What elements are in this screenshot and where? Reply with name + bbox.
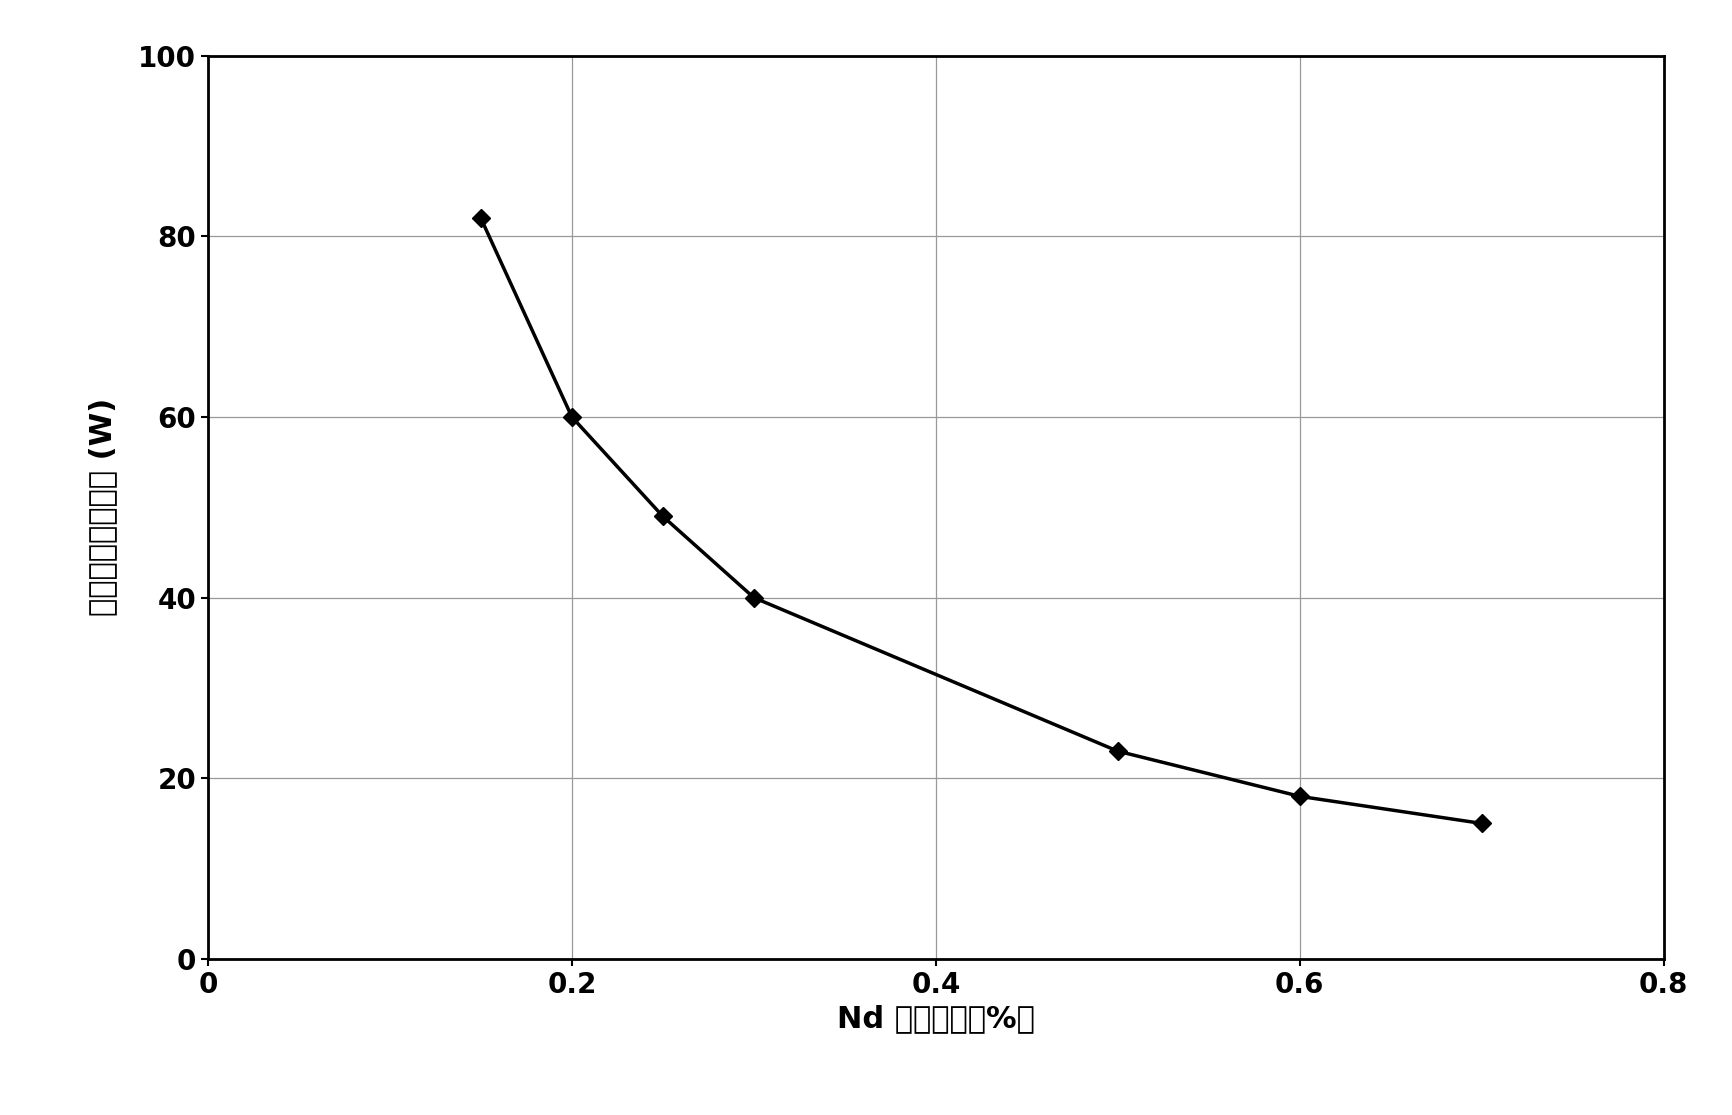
- X-axis label: Nd 掺杂浓度（%）: Nd 掺杂浓度（%）: [837, 1005, 1034, 1034]
- Y-axis label: 最大吸收泵浦功率 (W): 最大吸收泵浦功率 (W): [88, 398, 118, 617]
